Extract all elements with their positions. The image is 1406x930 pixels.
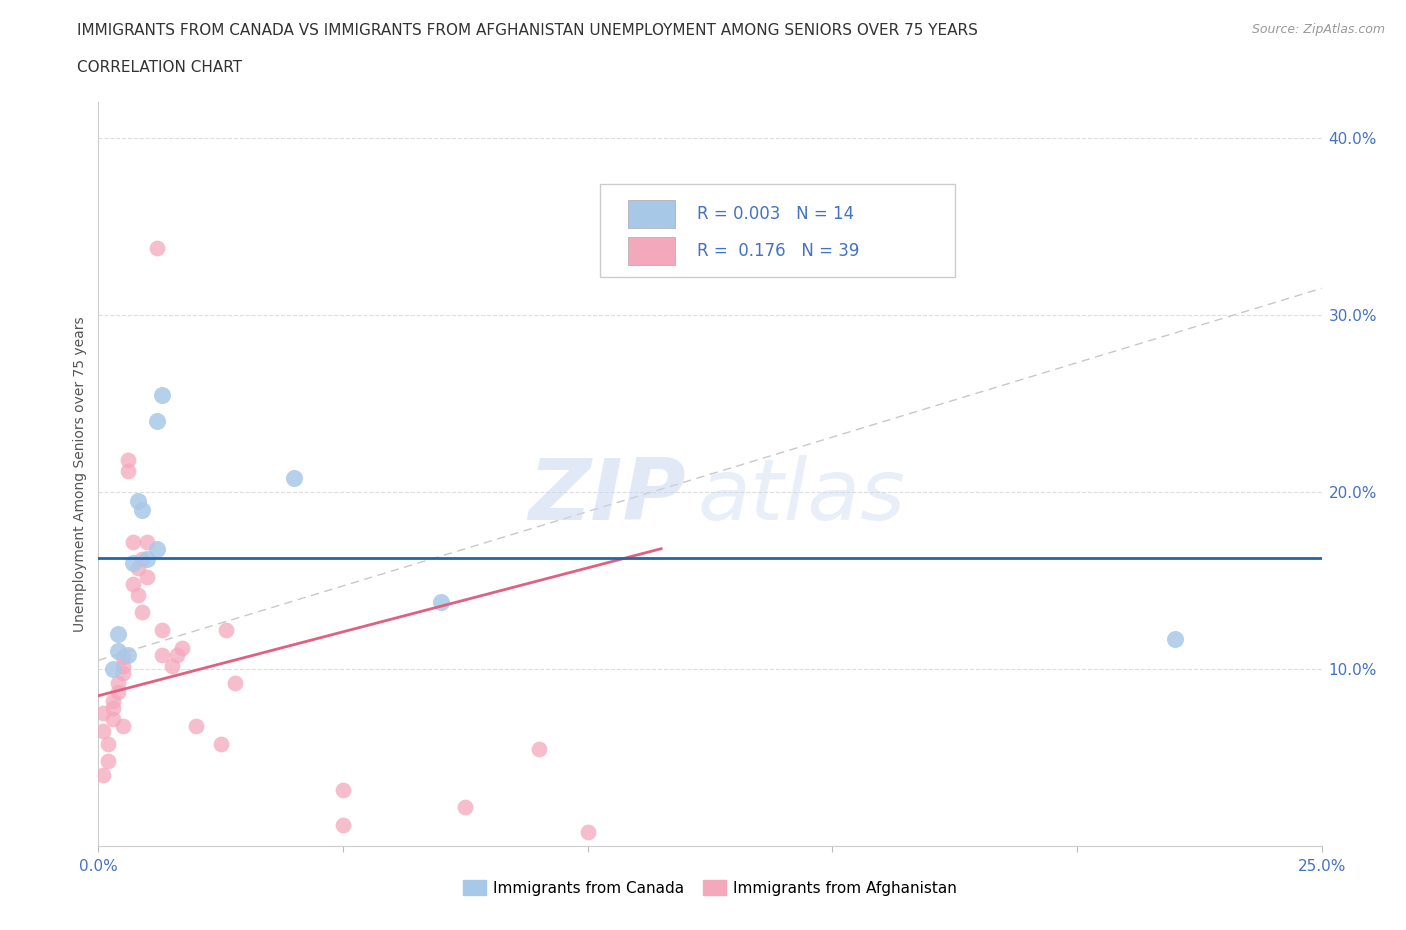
Point <box>97 754 120 769</box>
FancyBboxPatch shape <box>628 200 675 228</box>
Point <box>146 240 169 255</box>
Text: Source: ZipAtlas.com: Source: ZipAtlas.com <box>1251 23 1385 36</box>
Point <box>146 414 169 429</box>
Legend: Immigrants from Canada, Immigrants from Afghanistan: Immigrants from Canada, Immigrants from … <box>457 874 963 902</box>
Point <box>136 551 159 566</box>
Point <box>117 647 139 662</box>
Point <box>131 502 153 517</box>
Point <box>136 534 159 549</box>
Point <box>101 700 124 715</box>
Point <box>111 649 134 664</box>
Point <box>127 494 149 509</box>
Text: ZIP: ZIP <box>527 455 686 538</box>
Point <box>101 662 124 677</box>
Point <box>121 534 143 549</box>
Y-axis label: Unemployment Among Seniors over 75 years: Unemployment Among Seniors over 75 years <box>73 316 87 632</box>
Point <box>111 665 134 680</box>
Point <box>107 644 129 658</box>
FancyBboxPatch shape <box>600 184 955 277</box>
Point <box>150 647 173 662</box>
Point <box>209 737 232 751</box>
Point <box>131 551 153 566</box>
Point <box>214 623 236 638</box>
Point <box>91 706 114 721</box>
Text: CORRELATION CHART: CORRELATION CHART <box>77 60 242 75</box>
Point <box>224 676 246 691</box>
Point <box>332 782 354 797</box>
Point <box>131 605 153 620</box>
Point <box>160 658 183 673</box>
Point <box>111 658 134 673</box>
Point <box>127 561 149 576</box>
Point <box>150 623 173 638</box>
Text: IMMIGRANTS FROM CANADA VS IMMIGRANTS FROM AFGHANISTAN UNEMPLOYMENT AMONG SENIORS: IMMIGRANTS FROM CANADA VS IMMIGRANTS FRO… <box>77 23 979 38</box>
Point <box>146 541 169 556</box>
Point <box>91 724 114 738</box>
Point <box>527 741 550 756</box>
Point <box>101 694 124 709</box>
Point <box>454 800 477 815</box>
Point <box>1164 631 1187 646</box>
Point <box>186 718 208 733</box>
Point <box>332 817 354 832</box>
Point <box>576 825 599 840</box>
FancyBboxPatch shape <box>628 237 675 265</box>
Point <box>430 594 453 609</box>
Point <box>107 626 129 641</box>
Text: R =  0.176   N = 39: R = 0.176 N = 39 <box>696 242 859 260</box>
Point <box>283 471 305 485</box>
Point <box>121 577 143 591</box>
Point <box>107 684 129 699</box>
Point <box>107 676 129 691</box>
Point <box>166 647 188 662</box>
Point <box>101 711 124 726</box>
Point <box>121 555 143 570</box>
Point <box>111 718 134 733</box>
Point <box>150 387 173 402</box>
Point <box>170 641 193 656</box>
Point <box>117 463 139 478</box>
Text: R = 0.003   N = 14: R = 0.003 N = 14 <box>696 205 853 223</box>
Text: atlas: atlas <box>697 455 905 538</box>
Point <box>117 453 139 468</box>
Point <box>97 737 120 751</box>
Point <box>136 569 159 584</box>
Point <box>127 588 149 603</box>
Point <box>91 768 114 783</box>
